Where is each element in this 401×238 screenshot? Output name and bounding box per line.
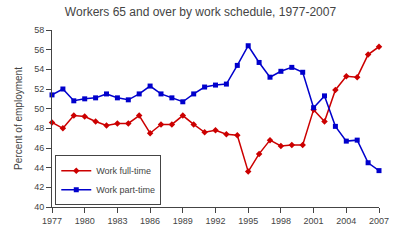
svg-text:48: 48 bbox=[34, 123, 44, 133]
svg-text:1986: 1986 bbox=[140, 216, 160, 226]
svg-text:40: 40 bbox=[34, 202, 44, 212]
svg-text:2004: 2004 bbox=[336, 216, 356, 226]
svg-text:54: 54 bbox=[34, 64, 44, 74]
svg-text:42: 42 bbox=[34, 182, 44, 192]
svg-text:50: 50 bbox=[34, 104, 44, 114]
svg-text:1992: 1992 bbox=[205, 216, 225, 226]
svg-text:1998: 1998 bbox=[271, 216, 291, 226]
svg-text:58: 58 bbox=[34, 25, 44, 35]
svg-text:1983: 1983 bbox=[107, 216, 127, 226]
svg-text:52: 52 bbox=[34, 84, 44, 94]
svg-text:1989: 1989 bbox=[173, 216, 193, 226]
svg-text:44: 44 bbox=[34, 163, 44, 173]
svg-text:1980: 1980 bbox=[75, 216, 95, 226]
svg-text:Work part-time: Work part-time bbox=[96, 185, 155, 195]
svg-text:Workers 65 and over by work sc: Workers 65 and over by work schedule, 19… bbox=[65, 5, 337, 19]
svg-text:1977: 1977 bbox=[42, 216, 62, 226]
svg-text:Work full-time: Work full-time bbox=[96, 166, 151, 176]
svg-text:56: 56 bbox=[34, 45, 44, 55]
svg-text:1995: 1995 bbox=[238, 216, 258, 226]
svg-text:Percent of employment: Percent of employment bbox=[13, 67, 24, 170]
svg-text:46: 46 bbox=[34, 143, 44, 153]
svg-text:2001: 2001 bbox=[304, 216, 324, 226]
svg-text:2007: 2007 bbox=[369, 216, 389, 226]
